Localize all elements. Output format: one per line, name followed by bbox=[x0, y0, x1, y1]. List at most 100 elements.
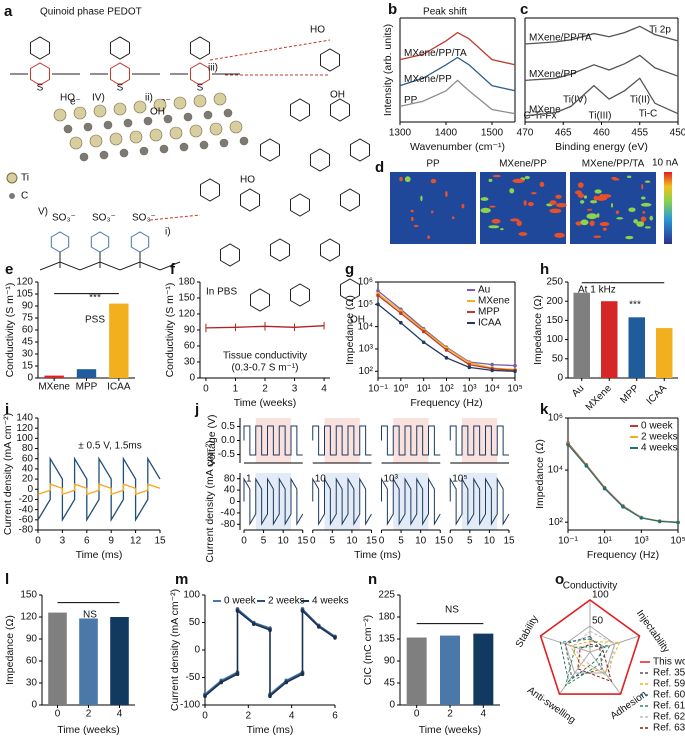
interaction-label: i) bbox=[165, 227, 171, 238]
x-tick-label: 10⁻¹ bbox=[558, 536, 578, 547]
map-blob bbox=[509, 188, 515, 194]
marker bbox=[421, 329, 426, 334]
x-tick-label: 6 bbox=[84, 536, 90, 547]
x-tick-label: 10¹ bbox=[597, 536, 612, 547]
c-atom bbox=[119, 148, 129, 158]
x-tick-label: 4 bbox=[289, 711, 295, 722]
ti-label: Ti bbox=[21, 173, 29, 184]
map-blob bbox=[577, 182, 584, 188]
x-tick-label: 0 bbox=[203, 384, 209, 395]
y-tick-label: 140 bbox=[16, 413, 33, 424]
map-blob bbox=[640, 216, 647, 222]
marker bbox=[316, 625, 321, 629]
x-tick-label: MPP bbox=[618, 383, 641, 406]
y-tick-label: 0 bbox=[194, 645, 200, 656]
legend-label: PP bbox=[404, 95, 418, 106]
radar-series bbox=[539, 599, 641, 695]
map-blob bbox=[500, 228, 504, 231]
y-tick-label: 10² bbox=[549, 517, 564, 528]
ring bbox=[130, 231, 150, 253]
c-atom bbox=[83, 122, 93, 132]
map-blob bbox=[411, 216, 414, 222]
segment-label: 10 bbox=[315, 474, 327, 485]
ring bbox=[200, 178, 220, 202]
y-tick-label: 30 bbox=[184, 357, 196, 368]
y-axis-label: Impedance (Ω) bbox=[534, 439, 546, 509]
bar bbox=[79, 618, 98, 705]
map-blob bbox=[640, 202, 652, 207]
map-blob bbox=[641, 196, 646, 200]
y-axis-label: Current density (mA cm⁻²) bbox=[2, 413, 14, 535]
marker bbox=[444, 356, 449, 360]
x-tick-label: 1500 bbox=[481, 128, 504, 139]
map-blob bbox=[549, 208, 562, 214]
legend-label: 0 week bbox=[641, 421, 674, 432]
ti-atom bbox=[53, 108, 67, 122]
map-blob bbox=[644, 226, 651, 229]
ring bbox=[290, 98, 310, 122]
y-tick-label: 250 bbox=[546, 277, 563, 288]
x-axis-label: Wavenumber (cm⁻¹) bbox=[410, 141, 505, 153]
map-blob bbox=[488, 225, 500, 229]
x-tick-label: 460 bbox=[593, 128, 610, 139]
ring bbox=[220, 243, 240, 267]
ti-atom bbox=[109, 132, 123, 146]
map-blob bbox=[516, 220, 522, 227]
x-tick-label: 1300 bbox=[389, 128, 412, 139]
interaction-label: V) bbox=[38, 207, 48, 218]
map-title: MXene/PP/TA bbox=[582, 159, 645, 170]
marker bbox=[584, 464, 589, 468]
x-tick-label: 6 bbox=[332, 711, 338, 722]
series-line bbox=[399, 79, 516, 115]
bar bbox=[601, 301, 618, 378]
legend-label: Ref. 62 bbox=[653, 712, 685, 723]
marker bbox=[300, 609, 305, 613]
x-tick-label: 5 bbox=[330, 536, 336, 547]
legend-label: Ref. 59 bbox=[653, 679, 685, 690]
ti-atom bbox=[153, 98, 167, 112]
x-tick-label: 5 bbox=[261, 536, 267, 547]
series-line bbox=[567, 443, 679, 524]
voltage-wave bbox=[312, 425, 372, 456]
x-tick-label: 4 bbox=[481, 709, 487, 720]
h-bond bbox=[209, 39, 331, 76]
x-axis-label: Time (weeks) bbox=[57, 724, 120, 736]
c-atom bbox=[79, 152, 89, 162]
panel-label: a bbox=[4, 3, 13, 20]
pss-chain bbox=[39, 261, 181, 271]
annotation: (0.3-0.7 S m⁻¹) bbox=[232, 363, 299, 374]
y-tick-label: 180 bbox=[378, 612, 395, 623]
atom: S bbox=[197, 83, 204, 94]
x-tick-label: 0 bbox=[241, 536, 247, 547]
legend-label: MXene/PP/TA bbox=[529, 33, 592, 44]
ring bbox=[270, 238, 290, 262]
c-atom bbox=[139, 146, 149, 156]
y-axis-label: Impedance (Ω) bbox=[4, 615, 16, 685]
y-tick-label: -60 bbox=[19, 514, 34, 525]
x-axis-label: Frequency (Hz) bbox=[410, 397, 482, 409]
y-tick-label: 90 bbox=[26, 634, 38, 645]
y-tick-label: 150 bbox=[546, 315, 563, 326]
x-tick-label: 10 bbox=[415, 536, 427, 547]
c-atom bbox=[99, 150, 109, 160]
y2-axis-label: Voltage (V) bbox=[206, 415, 218, 467]
voltage-wave bbox=[243, 425, 303, 456]
c-atom bbox=[159, 144, 169, 154]
legend-label: 4 weeks bbox=[312, 596, 349, 607]
y-axis-label: Intensity (arb. units) bbox=[382, 24, 394, 116]
ti-atom bbox=[113, 102, 127, 116]
x-tick-label: 15 bbox=[503, 536, 515, 547]
x-tick-label: 1400 bbox=[435, 128, 458, 139]
marker bbox=[235, 672, 240, 676]
y-tick-label: 180 bbox=[178, 277, 195, 288]
c-atom bbox=[223, 108, 233, 118]
annotation: Ti(II) bbox=[630, 95, 650, 106]
marker bbox=[268, 628, 272, 632]
ring bbox=[110, 62, 130, 86]
x-axis-label: Frequency (Hz) bbox=[587, 549, 659, 561]
x-tick-label: 2 bbox=[262, 384, 268, 395]
x-tick-label: MPP bbox=[76, 382, 98, 393]
x-tick-label: 10² bbox=[439, 384, 454, 395]
map-blob bbox=[531, 191, 537, 195]
map-blob bbox=[413, 224, 419, 228]
